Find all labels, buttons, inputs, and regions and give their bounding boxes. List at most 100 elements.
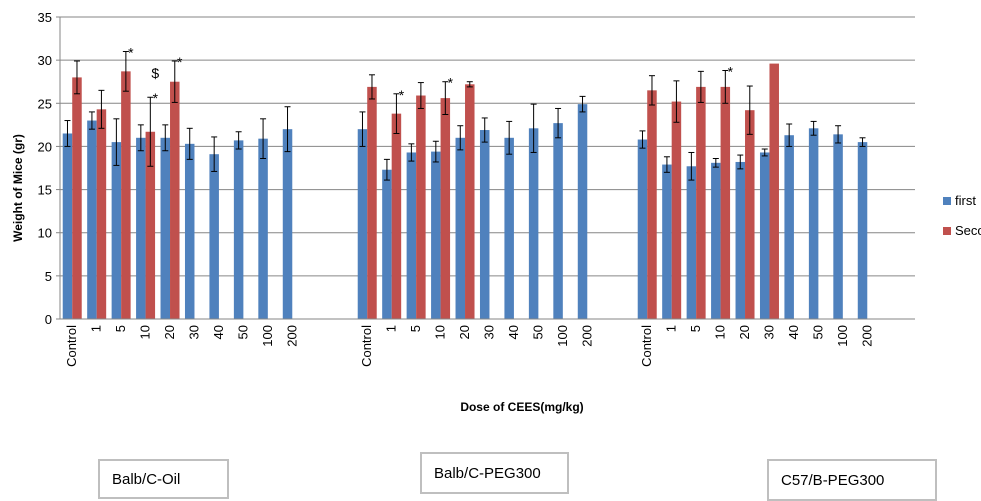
y-tick-label: 30	[38, 53, 52, 68]
bar-first	[87, 120, 97, 320]
bar-first	[735, 161, 746, 319]
bar-second	[769, 63, 779, 319]
legend: first Second	[943, 193, 981, 238]
y-axis: 0 5 10 15 20 25 30 35	[38, 10, 61, 327]
x-tick-label: 20	[162, 325, 177, 339]
bar-first	[528, 128, 539, 319]
bar-first	[577, 104, 588, 319]
bar-first	[282, 129, 293, 319]
bar-second	[696, 86, 706, 320]
significance-mark: *	[153, 90, 159, 106]
bar-first	[808, 128, 819, 319]
bar-first	[357, 129, 368, 319]
bar-first	[504, 137, 514, 319]
bar-first	[62, 133, 73, 319]
y-tick-label: 5	[45, 269, 52, 284]
x-tick-label: 5	[113, 325, 128, 332]
bar-first	[553, 123, 563, 319]
group-label-balb-c-oil: Balb/C-Oil	[98, 459, 229, 499]
x-tick-label: 1	[384, 325, 399, 332]
x-tick-label: 50	[810, 325, 825, 339]
x-tick-label: Control	[639, 325, 654, 367]
x-tick-label: 30	[761, 325, 776, 339]
bar-second	[72, 77, 82, 320]
x-tick-label: 40	[211, 325, 226, 339]
y-tick-label: 25	[38, 96, 52, 111]
bar-second	[465, 84, 475, 319]
bar-first	[455, 137, 466, 319]
bar-second	[671, 101, 682, 319]
x-tick-label: 5	[688, 325, 703, 332]
legend-swatch-first	[943, 197, 951, 205]
bar-first	[662, 164, 672, 319]
significance-mark: *	[177, 54, 183, 70]
bar-second	[440, 98, 451, 319]
bar-second	[121, 71, 131, 319]
bar-second	[720, 86, 731, 320]
bar-second	[647, 90, 657, 319]
bar-second	[391, 113, 402, 319]
x-tick-label: 100	[260, 325, 275, 347]
x-tick-label: 30	[481, 325, 496, 339]
bar-first	[431, 151, 441, 319]
x-tick-label: 10	[433, 325, 448, 339]
x-tick-label: 100	[555, 325, 570, 347]
x-axis: Control 1 5 10 20 30 40 50 100 200 Control 1 5 10 20 30…	[60, 318, 915, 367]
bar-first	[111, 142, 122, 319]
bar-first	[382, 169, 392, 319]
bar-first	[686, 166, 697, 319]
bar-first	[160, 137, 171, 319]
y-tick-label: 35	[38, 10, 52, 25]
bar-first	[406, 152, 417, 319]
x-tick-label: 200	[859, 325, 874, 347]
significance-mark: *	[728, 63, 734, 79]
bars: * * $ * * * *	[62, 45, 868, 320]
y-axis-title: Weight of Mice (gr)	[11, 134, 25, 242]
group-label-text: Balb/C-PEG300	[434, 464, 541, 482]
x-tick-label: 10	[713, 325, 728, 339]
y-tick-label: 0	[45, 312, 52, 327]
significance-mark: $	[151, 65, 159, 81]
x-tick-label: 200	[284, 325, 299, 347]
x-tick-label: Control	[359, 325, 374, 367]
group-label-text: Balb/C-Oil	[112, 470, 181, 488]
bar-second	[170, 81, 180, 319]
bar-first	[233, 140, 244, 319]
x-tick-label: Control	[64, 325, 79, 367]
y-tick-label: 10	[38, 226, 52, 241]
x-tick-label: 20	[737, 325, 752, 339]
legend-label-second: Second	[955, 223, 981, 238]
bar-first	[479, 130, 490, 319]
x-tick-label: 40	[786, 325, 801, 339]
x-tick-label: 40	[506, 325, 521, 339]
group-label-balb-c-peg300: Balb/C-PEG300	[420, 452, 569, 494]
bar-first	[637, 139, 648, 319]
significance-mark: *	[448, 75, 454, 91]
x-tick-label: 5	[408, 325, 423, 332]
x-tick-label: 20	[457, 325, 472, 339]
bar-first	[759, 152, 770, 319]
x-tick-label: 200	[579, 325, 594, 347]
x-tick-label: 50	[530, 325, 545, 339]
x-tick-label: 100	[835, 325, 850, 347]
bar-first	[833, 134, 843, 319]
bar-first	[857, 142, 868, 319]
bar-first	[258, 138, 268, 319]
bar-first	[136, 137, 146, 319]
bar-first	[784, 135, 794, 319]
bar-second	[416, 95, 426, 320]
x-tick-label: 1	[89, 325, 104, 332]
x-tick-label: 1	[664, 325, 679, 332]
x-axis-title: Dose of CEES(mg/kg)	[460, 400, 583, 414]
bar-first	[209, 154, 219, 319]
y-tick-label: 20	[38, 139, 52, 154]
x-tick-label: 50	[235, 325, 250, 339]
y-tick-label: 15	[38, 183, 52, 198]
significance-mark: *	[128, 45, 134, 61]
bar-first	[711, 162, 721, 319]
legend-label-first: first	[955, 193, 976, 208]
bar-second	[145, 131, 156, 319]
bar-first	[184, 143, 195, 319]
group-label-c57-b-peg300: C57/B-PEG300	[767, 459, 937, 501]
